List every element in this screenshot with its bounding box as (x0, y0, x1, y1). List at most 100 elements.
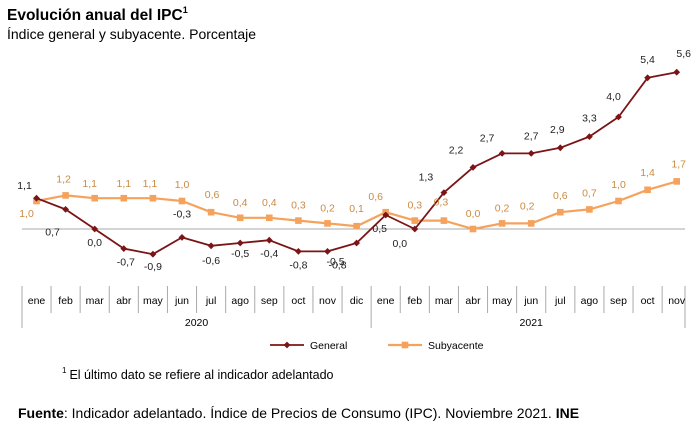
data-label-general: 0,7 (45, 226, 60, 238)
data-label-subyacente: 0,3 (407, 200, 422, 212)
chart-title-text: Evolución anual del IPC (7, 7, 183, 25)
data-label-subyacente: 0,4 (262, 197, 277, 209)
category-tick-label: feb (407, 295, 422, 307)
title-footnote-marker: 1 (182, 5, 188, 15)
category-tick-label: may (143, 295, 164, 307)
data-point-general (440, 189, 448, 196)
data-label-general: 3,3 (582, 113, 597, 125)
data-label-subyacente: 0,2 (320, 202, 335, 214)
data-point-subyacente (644, 186, 651, 194)
footnote-text: El último dato se refiere al indicador a… (69, 368, 334, 383)
category-tick-label: jun (523, 295, 538, 307)
category-tick-label: abr (465, 295, 481, 307)
category-tick-label: ene (28, 295, 46, 307)
category-tick-label: jun (174, 295, 189, 307)
data-point-general (382, 211, 390, 219)
data-point-general (178, 234, 186, 241)
data-point-subyacente (527, 220, 535, 227)
category-tick-label: mar (435, 295, 454, 307)
data-label-subyacente: 1,4 (640, 167, 655, 179)
data-label-general: 0,0 (392, 238, 407, 250)
data-label-general: 0,0 (87, 237, 102, 249)
data-label-subyacente: 0,3 (434, 197, 449, 209)
data-point-general (556, 144, 564, 152)
data-label-general: 2,7 (524, 130, 539, 142)
data-point-subyacente (498, 220, 506, 227)
year-label: 2021 (520, 317, 544, 329)
data-label-subyacente: 1,0 (611, 179, 626, 191)
category-tick-label: dic (350, 295, 363, 307)
data-point-general (673, 68, 681, 76)
data-label-subyacente: 0,6 (205, 189, 220, 201)
data-label-subyacente: 0,2 (520, 200, 535, 212)
category-tick-label: jul (554, 295, 566, 307)
source-label: Fuente (18, 405, 64, 421)
data-label-general: -0,5 (231, 248, 249, 260)
legend-marker-subyacente (401, 341, 409, 349)
data-label-general: 4,0 (606, 91, 621, 103)
data-label-subyacente: 1,0 (175, 179, 190, 191)
data-label-subyacente: 1,7 (671, 158, 686, 170)
data-point-subyacente (91, 194, 98, 202)
category-tick-label: feb (58, 295, 73, 307)
data-point-general (615, 113, 622, 121)
data-point-general (33, 194, 40, 202)
category-tick-label: oct (641, 295, 655, 307)
category-tick-label: nov (668, 295, 686, 307)
data-point-subyacente (557, 208, 564, 216)
category-tick-label: ene (377, 295, 395, 307)
category-tick-label: ago (231, 295, 249, 307)
data-label-general: -0,3 (173, 208, 191, 220)
data-label-subyacente: 1,1 (116, 178, 131, 190)
data-label-subyacente: 0,7 (582, 187, 597, 199)
data-label-subyacente: 0,6 (368, 191, 383, 203)
data-point-general (353, 239, 360, 247)
data-point-general (120, 245, 128, 252)
data-label-subyacente: 0,6 (553, 190, 568, 202)
data-point-general (236, 239, 244, 247)
data-label-general: -0,4 (260, 248, 278, 260)
category-tick-label: oct (291, 295, 305, 307)
data-point-subyacente (149, 194, 157, 202)
data-label-general: -0,5 (327, 256, 345, 268)
data-point-subyacente (266, 214, 273, 222)
source-note: Fuente: Indicador adelantado. Índice de … (18, 405, 579, 421)
data-point-subyacente (120, 194, 128, 202)
data-point-subyacente (440, 217, 448, 224)
data-point-subyacente (411, 217, 419, 224)
category-tick-label: mar (86, 295, 105, 307)
data-point-subyacente (178, 197, 186, 205)
category-tick-label: ago (581, 295, 599, 307)
data-point-general (295, 248, 302, 255)
data-label-general: 5,4 (640, 54, 655, 66)
data-point-general (62, 206, 69, 213)
data-label-subyacente: 0,0 (466, 208, 481, 220)
data-point-subyacente (62, 192, 69, 199)
data-point-general (644, 74, 651, 82)
data-point-subyacente (236, 214, 244, 222)
data-label-general: 2,2 (449, 144, 464, 156)
chart-subtitle: Índice general y subyacente. Porcentaje (7, 26, 257, 42)
legend-marker-general (283, 341, 291, 349)
data-point-general (498, 150, 506, 157)
data-label-subyacente: 0,1 (349, 203, 364, 215)
data-point-subyacente (673, 178, 680, 185)
data-label-subyacente: 1,1 (143, 178, 158, 190)
data-point-general (265, 236, 273, 244)
year-label: 2020 (185, 317, 209, 329)
data-point-subyacente (295, 217, 302, 224)
footnote-marker: 1 (62, 366, 67, 375)
category-tick-label: sep (610, 295, 627, 307)
data-label-general: 2,9 (550, 124, 565, 136)
data-point-general (527, 150, 535, 157)
data-label-general: -0,8 (328, 259, 346, 271)
source-text: : Indicador adelantado. Índice de Precio… (63, 405, 556, 421)
data-label-general: -0,8 (289, 259, 307, 271)
data-point-subyacente (586, 206, 593, 213)
data-point-general (411, 225, 419, 233)
data-label-general: -0,7 (117, 257, 135, 269)
data-label-subyacente: 0,2 (495, 202, 510, 214)
data-point-subyacente (615, 197, 622, 205)
category-tick-label: jul (205, 295, 217, 307)
data-point-general (207, 242, 215, 250)
